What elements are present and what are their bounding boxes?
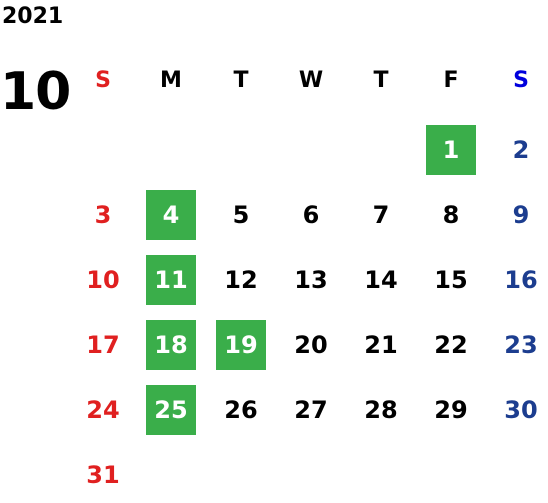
weekday-header-sun: S — [95, 68, 111, 93]
day-cell-1[interactable]: 1 — [426, 125, 476, 175]
day-cell-23[interactable]: 23 — [504, 331, 538, 359]
weekday-header-mon: M — [160, 68, 182, 93]
weekday-header-thu: T — [373, 68, 389, 93]
weekday-header-wed: W — [298, 68, 324, 93]
day-cell-31[interactable]: 31 — [86, 461, 120, 489]
day-cell-7[interactable]: 7 — [372, 201, 390, 229]
day-cell-29[interactable]: 29 — [434, 396, 468, 424]
day-cell-20[interactable]: 20 — [294, 331, 328, 359]
day-cell-27[interactable]: 27 — [294, 396, 328, 424]
weekday-header-fri: F — [443, 68, 459, 93]
day-cell-11[interactable]: 11 — [146, 255, 196, 305]
day-cell-18[interactable]: 18 — [146, 320, 196, 370]
day-cell-17[interactable]: 17 — [86, 331, 120, 359]
day-cell-22[interactable]: 22 — [434, 331, 468, 359]
day-cell-3[interactable]: 3 — [94, 201, 112, 229]
day-cell-10[interactable]: 10 — [86, 266, 120, 294]
day-cell-30[interactable]: 30 — [504, 396, 538, 424]
day-cell-26[interactable]: 26 — [224, 396, 258, 424]
weekday-header-tue: T — [233, 68, 249, 93]
day-cell-28[interactable]: 28 — [364, 396, 398, 424]
day-cell-25[interactable]: 25 — [146, 385, 196, 435]
day-cell-19[interactable]: 19 — [216, 320, 266, 370]
weekday-header-sat: S — [513, 68, 529, 93]
day-cell-6[interactable]: 6 — [302, 201, 320, 229]
day-cell-2[interactable]: 2 — [512, 136, 530, 164]
day-cell-12[interactable]: 12 — [224, 266, 258, 294]
month-label: 10 — [0, 62, 71, 122]
day-cell-24[interactable]: 24 — [86, 396, 120, 424]
day-cell-14[interactable]: 14 — [364, 266, 398, 294]
day-cell-8[interactable]: 8 — [442, 201, 460, 229]
day-cell-5[interactable]: 5 — [232, 201, 250, 229]
day-cell-21[interactable]: 21 — [364, 331, 398, 359]
day-cell-4[interactable]: 4 — [146, 190, 196, 240]
day-cell-9[interactable]: 9 — [512, 201, 530, 229]
day-cell-16[interactable]: 16 — [504, 266, 538, 294]
day-cell-13[interactable]: 13 — [294, 266, 328, 294]
day-cell-15[interactable]: 15 — [434, 266, 468, 294]
year-label: 2021 — [2, 4, 64, 29]
